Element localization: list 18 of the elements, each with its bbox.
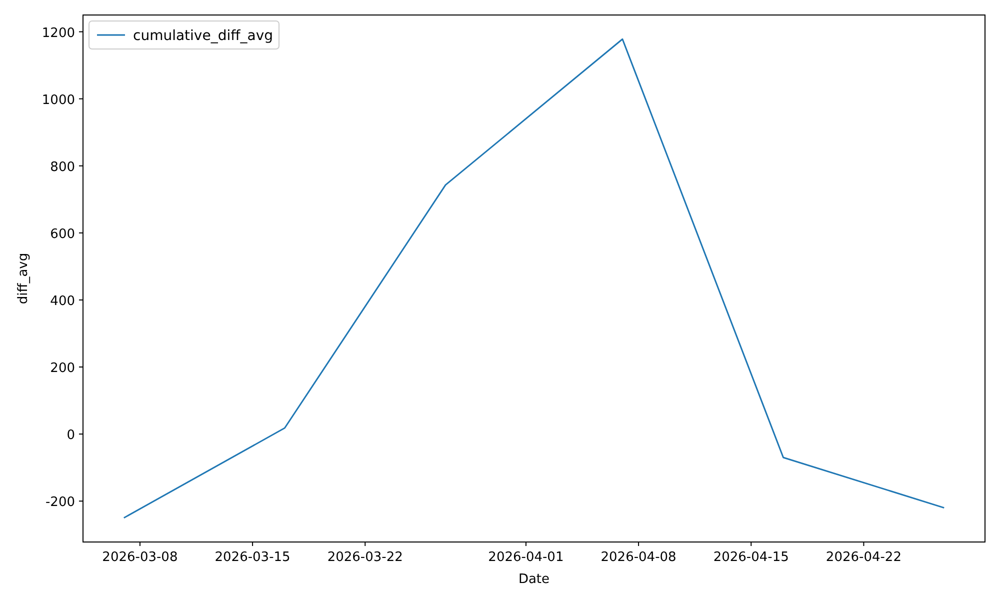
x-tick-label: 2026-04-15 bbox=[713, 550, 789, 565]
legend-label: cumulative_diff_avg bbox=[133, 28, 273, 44]
x-tick-label: 2026-03-08 bbox=[102, 550, 178, 565]
x-tick-label: 2026-03-15 bbox=[214, 550, 290, 565]
x-axis-title: Date bbox=[518, 572, 550, 587]
y-tick-label: 800 bbox=[50, 160, 75, 175]
x-tick-label: 2026-03-22 bbox=[327, 550, 403, 565]
y-tick-label: 0 bbox=[66, 428, 75, 444]
y-axis-title: diff_avg bbox=[16, 252, 31, 304]
y-tick-label: 1000 bbox=[42, 92, 75, 108]
x-tick-label: 2026-04-08 bbox=[600, 550, 676, 565]
y-tick-label: 200 bbox=[50, 361, 75, 376]
x-tick-label: 2026-04-01 bbox=[488, 550, 564, 565]
y-tick-label: 400 bbox=[50, 294, 75, 309]
y-tick-label: 1200 bbox=[42, 26, 75, 41]
y-tick-label: 600 bbox=[50, 226, 75, 242]
x-tick-label: 2026-04-22 bbox=[826, 550, 902, 565]
y-tick-label: -200 bbox=[45, 495, 75, 510]
